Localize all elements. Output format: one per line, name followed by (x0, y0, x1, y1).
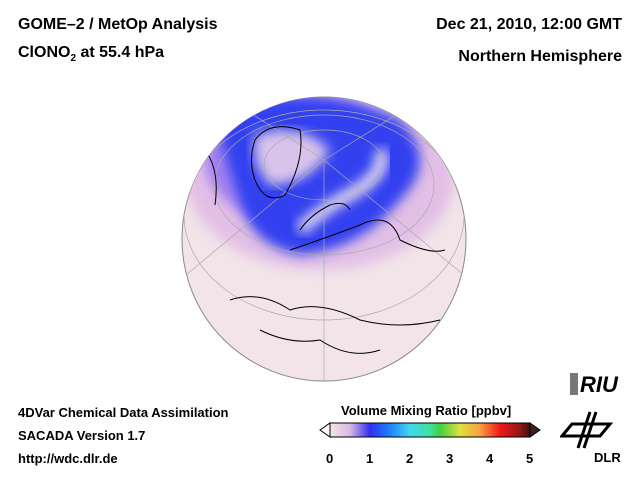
footer-version: SACADA Version 1.7 (18, 428, 146, 443)
region: Northern Hemisphere (458, 48, 622, 65)
concentration-field (185, 97, 455, 270)
colorbar-gradient (329, 422, 531, 438)
riu-logo: RIU (570, 372, 618, 398)
colorbar-tick-label: 3 (446, 451, 454, 466)
colorbar-max-arrow (529, 422, 541, 438)
species-level: at 55.4 hPa (76, 44, 165, 61)
date: Dec 21, 2010, 12:00 GMT (436, 16, 622, 33)
colorbar-tick-label: 2 (406, 451, 414, 466)
colorbar-tick-label: 4 (486, 451, 494, 466)
species-label: ClONO2 at 55.4 hPa (18, 44, 164, 64)
footer-method: 4DVar Chemical Data Assimilation (18, 405, 229, 420)
graticule (182, 99, 466, 381)
colorbar-title: Volume Mixing Ratio [ppbv] (341, 403, 512, 418)
dlr-logo-icon (560, 411, 614, 449)
footer-url[interactable]: http://wdc.dlr.de (18, 451, 118, 466)
dlr-logo-text: DLR (594, 450, 621, 465)
colorbar-tick-label: 1 (366, 451, 374, 466)
riu-logo-text: RIU (580, 372, 618, 397)
colorbar-tick-label: 0 (326, 451, 334, 466)
species-main: ClONO (18, 44, 71, 61)
colorbar (319, 422, 541, 438)
species-subscript: 2 (70, 53, 77, 65)
colorbar-tick-label: 5 (526, 451, 534, 466)
colorbar-min-arrow (319, 422, 331, 438)
title: GOME–2 / MetOp Analysis (18, 16, 218, 33)
